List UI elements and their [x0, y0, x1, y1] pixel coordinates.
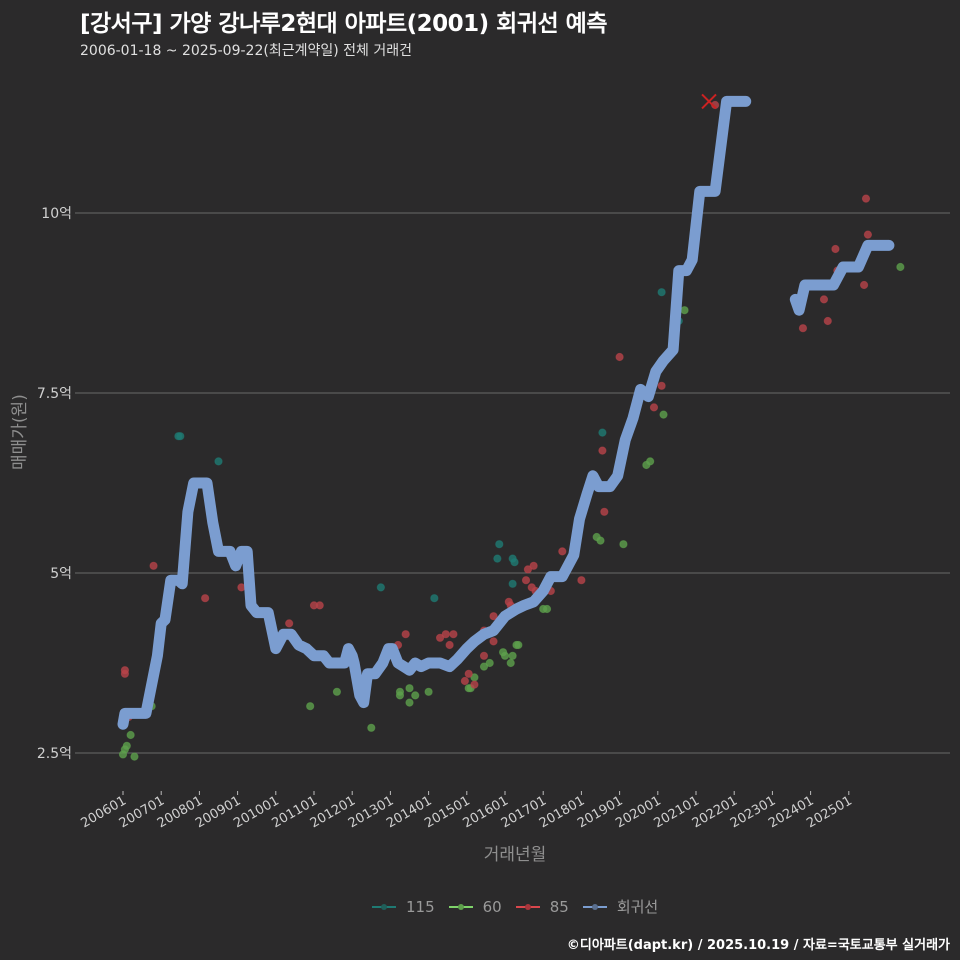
- data-point: [441, 630, 450, 639]
- data-point: [237, 583, 246, 592]
- data-point: [285, 619, 294, 628]
- regression-line: [117, 95, 895, 730]
- chart-title: [강서구] 가양 강나루2현대 아파트(2001) 회귀선 예측: [80, 11, 607, 37]
- data-point: [449, 630, 458, 639]
- legend-item-60: 60: [448, 897, 502, 916]
- data-point: [823, 316, 832, 326]
- y-tick-label: 10억: [41, 206, 72, 222]
- data-point: [489, 612, 498, 621]
- data-point: [401, 630, 410, 639]
- legend-key-115-icon: [372, 902, 396, 912]
- data-point: [558, 547, 567, 556]
- legend-key-60-icon: [448, 902, 473, 912]
- data-point: [376, 583, 385, 592]
- series-60: [118, 262, 905, 761]
- legend-key-regression-icon: [582, 902, 607, 912]
- y-tick-label: 5억: [50, 566, 72, 582]
- data-point: [521, 576, 531, 585]
- data-point: [445, 640, 454, 650]
- data-point: [332, 687, 342, 696]
- data-point: [508, 651, 517, 660]
- data-point: [577, 576, 586, 585]
- data-point: [485, 658, 494, 668]
- data-point: [460, 676, 469, 686]
- source-footer: ©디아파트(dapt.kr) / 2025.10.19 / 자료=국토교통부 실…: [566, 938, 950, 953]
- chart-subtitle: 2006-01-18 ~ 2025-09-22(최근계약일) 전체 거래건: [80, 43, 412, 59]
- data-point: [489, 637, 498, 646]
- data-point: [201, 594, 210, 603]
- legend: 115 60 85 회귀선: [372, 896, 658, 917]
- legend-item-85: 85: [515, 897, 569, 916]
- legend-label: 60: [482, 897, 502, 916]
- legend-item-regression: 회귀선: [582, 896, 659, 917]
- data-point: [395, 687, 405, 696]
- data-point: [861, 194, 871, 203]
- data-point: [479, 662, 489, 671]
- data-point: [615, 352, 624, 362]
- series-115: [174, 288, 683, 603]
- data-point: [514, 640, 523, 650]
- max-price-x-marker-icon: [701, 93, 717, 110]
- data-point: [214, 457, 223, 466]
- data-point: [529, 561, 538, 570]
- y-axis-label: 매매가(원): [10, 394, 30, 470]
- data-point: [411, 691, 420, 700]
- data-point: [798, 324, 808, 333]
- regression-segment: [789, 239, 895, 316]
- data-point: [619, 540, 628, 549]
- data-point: [176, 432, 185, 441]
- legend-key-85-icon: [515, 902, 540, 912]
- data-point: [120, 669, 130, 678]
- data-point: [367, 723, 376, 732]
- data-point: [523, 565, 533, 574]
- data-point: [495, 540, 504, 549]
- data-point: [430, 594, 439, 603]
- data-point: [646, 457, 655, 466]
- data-point: [508, 579, 517, 588]
- x-axis-label: 거래년월: [483, 845, 547, 865]
- data-point: [126, 730, 135, 740]
- data-point: [859, 280, 869, 290]
- legend-label: 85: [549, 897, 569, 916]
- data-point: [493, 554, 502, 563]
- data-point: [600, 507, 609, 516]
- legend-label: 115: [406, 897, 435, 916]
- data-point: [819, 295, 829, 304]
- data-point: [122, 741, 131, 750]
- data-point: [506, 658, 515, 668]
- data-point: [680, 306, 689, 315]
- data-point: [598, 428, 607, 437]
- data-point: [596, 536, 605, 545]
- data-point: [464, 669, 473, 678]
- data-point: [598, 446, 607, 455]
- data-point: [315, 601, 324, 610]
- data-point: [657, 288, 666, 297]
- data-point: [510, 558, 519, 567]
- data-point: [479, 651, 489, 660]
- data-point: [435, 633, 445, 642]
- data-point: [470, 680, 479, 689]
- y-tick-label: 2.5억: [37, 746, 72, 762]
- data-point: [896, 262, 905, 272]
- legend-item-115: 115: [372, 898, 435, 916]
- data-point: [831, 244, 840, 254]
- data-point: [657, 381, 666, 390]
- data-point: [424, 687, 433, 696]
- data-point: [659, 410, 668, 419]
- data-point: [542, 604, 552, 614]
- data-point: [405, 698, 414, 707]
- legend-label: 회귀선: [616, 898, 659, 916]
- data-point: [306, 702, 315, 711]
- data-point: [405, 684, 414, 693]
- data-point: [500, 651, 510, 660]
- data-point: [863, 230, 873, 239]
- data-point: [649, 403, 659, 412]
- y-tick-label: 7.5억: [37, 386, 72, 402]
- data-point: [130, 752, 139, 761]
- data-point: [149, 561, 158, 570]
- regression-segment: [117, 95, 752, 730]
